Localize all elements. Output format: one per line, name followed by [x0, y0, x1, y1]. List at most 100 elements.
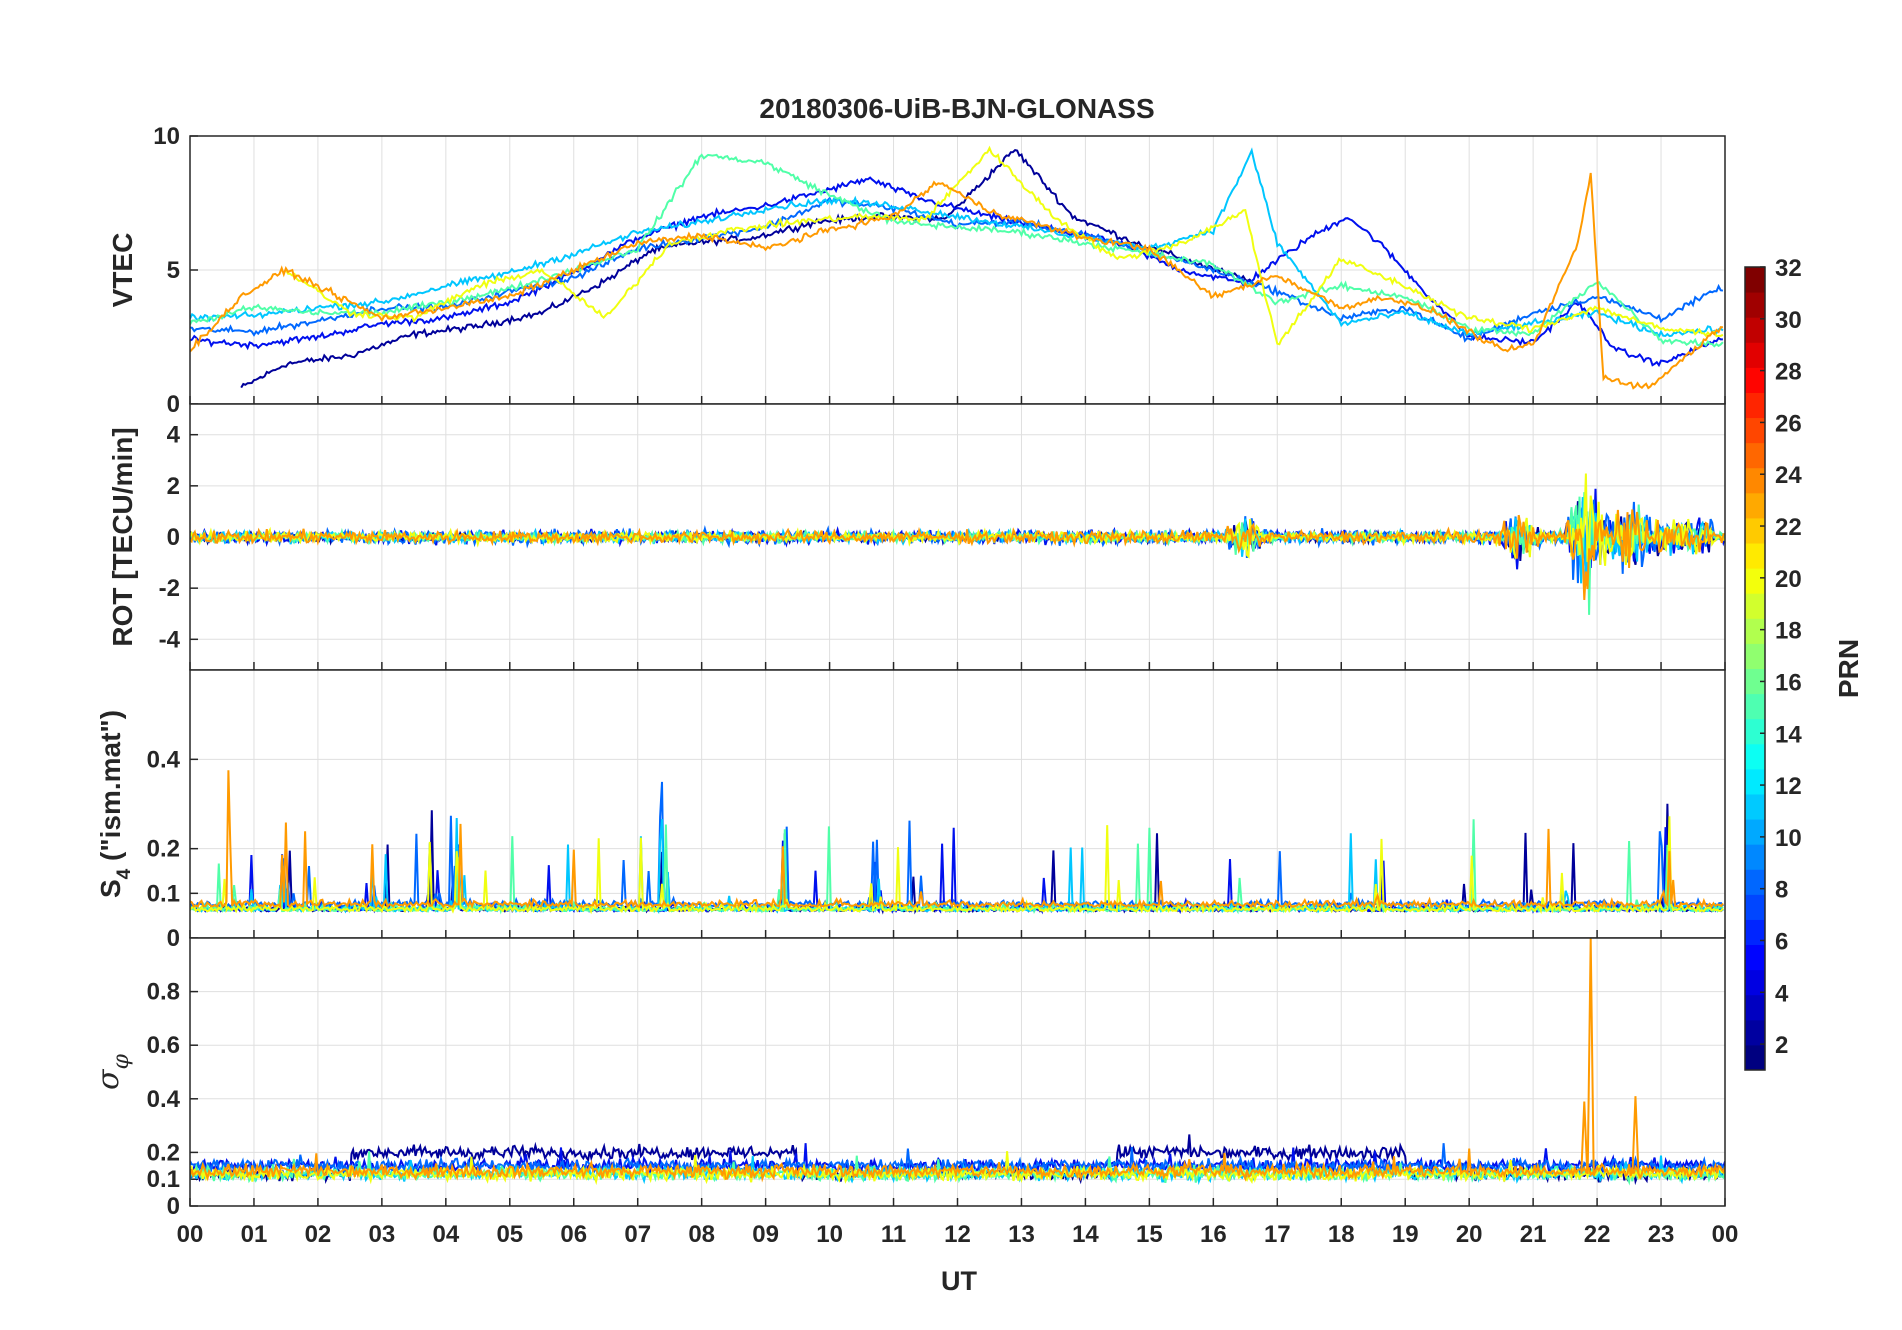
y-tick-label: 0.4 — [147, 1086, 181, 1113]
sigma-spike — [1631, 1096, 1640, 1174]
y-tick-label: 0.2 — [147, 1139, 180, 1166]
x-tick-label: 07 — [624, 1221, 651, 1248]
series-line-prn-20 — [190, 816, 1724, 915]
x-tick-label: 09 — [752, 1221, 779, 1248]
x-tick-label: 00 — [1712, 1221, 1739, 1248]
x-axis-label: UT — [941, 1266, 977, 1296]
y-tick-label: 4 — [167, 422, 181, 449]
chart-title: 20180306-UiB-BJN-GLONASS — [759, 93, 1154, 124]
series-group — [190, 938, 1725, 1186]
colorbar-segment — [1745, 292, 1765, 318]
colorbar-tick-label: 18 — [1775, 618, 1802, 645]
colorbar-segment — [1745, 969, 1765, 996]
colorbar-segment — [1745, 844, 1765, 870]
colorbar-tick-label: 32 — [1775, 255, 1802, 282]
colorbar-tick-label: 8 — [1775, 877, 1788, 904]
x-tick-label: 17 — [1264, 1221, 1291, 1248]
colorbar-segment — [1745, 718, 1765, 745]
colorbar-segment — [1745, 618, 1765, 644]
colorbar-segment — [1745, 543, 1765, 569]
series-line-prn-23 — [190, 509, 1725, 601]
y-tick-label: 0 — [167, 524, 180, 551]
series-group — [190, 145, 1724, 390]
x-tick-label: 02 — [305, 1221, 332, 1248]
colorbar-tick-label: 4 — [1775, 980, 1789, 1007]
colorbar-segment — [1745, 342, 1765, 368]
series-line-prn-20 — [190, 1151, 1725, 1186]
panel-4: 00.10.2 0.4 0.6 0.8 σφ — [91, 937, 1726, 1220]
y-tick-label: 0 — [167, 391, 180, 418]
colorbar-segment — [1745, 944, 1765, 971]
colorbar-tick-label: 26 — [1775, 410, 1802, 437]
colorbar-segment — [1745, 392, 1765, 419]
colorbar-tick-label: 6 — [1775, 928, 1788, 955]
y-tick-label: 0.1 — [147, 880, 180, 907]
sigma-spike — [1580, 1101, 1589, 1174]
colorbar-segment — [1745, 643, 1765, 669]
colorbar-segment — [1745, 693, 1765, 720]
colorbar-segment — [1745, 1044, 1765, 1071]
x-tick-label: 22 — [1584, 1221, 1611, 1248]
x-tick-label: 04 — [432, 1221, 459, 1248]
colorbar-frame — [1744, 266, 1766, 1071]
y-tick-label: 10 — [153, 123, 180, 150]
colorbar-segment — [1745, 367, 1765, 393]
colorbar-tick-label: 14 — [1775, 721, 1802, 748]
y-tick-label: 0.4 — [147, 746, 181, 773]
y-tick-label: 0.1 — [147, 1166, 180, 1193]
series-line-prn-2 — [240, 149, 1263, 389]
y-tick-label: -4 — [159, 626, 181, 653]
y-tick-label: 0 — [167, 925, 180, 952]
colorbar-segment — [1745, 267, 1765, 293]
series-line-prn-12 — [190, 147, 1724, 339]
y-tick-label: 2 — [167, 473, 180, 500]
panel-3: 0 0.1 0.2 0.4 S4 ("ism.mat") — [95, 669, 1726, 952]
y-tick-label: 0 — [167, 1193, 180, 1220]
x-tick-label: 19 — [1392, 1221, 1419, 1248]
colorbar-segment — [1745, 442, 1765, 469]
colorbar-segment — [1745, 593, 1765, 619]
colorbar-segment — [1745, 668, 1765, 695]
colorbar-label: PRN — [1833, 639, 1864, 698]
series-group — [190, 473, 1725, 615]
colorbar-segment — [1745, 492, 1765, 519]
series-line-prn-23 — [190, 172, 1723, 390]
colorbar-tick-label: 24 — [1775, 462, 1802, 489]
y-axis-label: σφ — [91, 1053, 134, 1089]
x-tick-label: 03 — [369, 1221, 396, 1248]
y-axis-label: S4 ("ism.mat") — [95, 710, 135, 898]
x-tick-label: 05 — [496, 1221, 523, 1248]
x-tick-label: 00 — [177, 1221, 204, 1248]
colorbar-segment — [1745, 819, 1765, 845]
x-tick-label: 01 — [241, 1221, 268, 1248]
x-tick-label: 16 — [1200, 1221, 1227, 1248]
colorbar-tick-label: 30 — [1775, 307, 1802, 334]
colorbar-tick-label: 12 — [1775, 773, 1802, 800]
colorbar-tick-label: 22 — [1775, 514, 1802, 541]
x-tick-label: 15 — [1136, 1221, 1163, 1248]
series-line-prn-23 — [190, 770, 1724, 910]
colorbar-segment — [1745, 467, 1765, 494]
colorbar-segment — [1745, 517, 1765, 544]
series-group — [190, 770, 1724, 915]
x-tick-label: 10 — [816, 1221, 843, 1248]
colorbar-segment — [1745, 768, 1765, 795]
x-tick-label: 23 — [1648, 1221, 1675, 1248]
series-line-prn-23 — [190, 1148, 1725, 1183]
panel-2: -4 -2 0 2 4 ROT [TECU/min] — [107, 403, 1726, 671]
colorbar-segment — [1745, 417, 1765, 444]
y-tick-label: 0.6 — [147, 1032, 180, 1059]
colorbar-segment — [1745, 568, 1765, 594]
colorbar-segment — [1745, 869, 1765, 895]
colorbar-segment — [1745, 743, 1765, 770]
y-tick-label: -2 — [159, 575, 180, 602]
colorbar-tick-label: 28 — [1775, 359, 1802, 386]
x-tick-label: 12 — [944, 1221, 971, 1248]
colorbar-tick-label: 10 — [1775, 825, 1802, 852]
colorbar-segment — [1745, 793, 1765, 820]
colorbar-tick-label: 16 — [1775, 669, 1802, 696]
